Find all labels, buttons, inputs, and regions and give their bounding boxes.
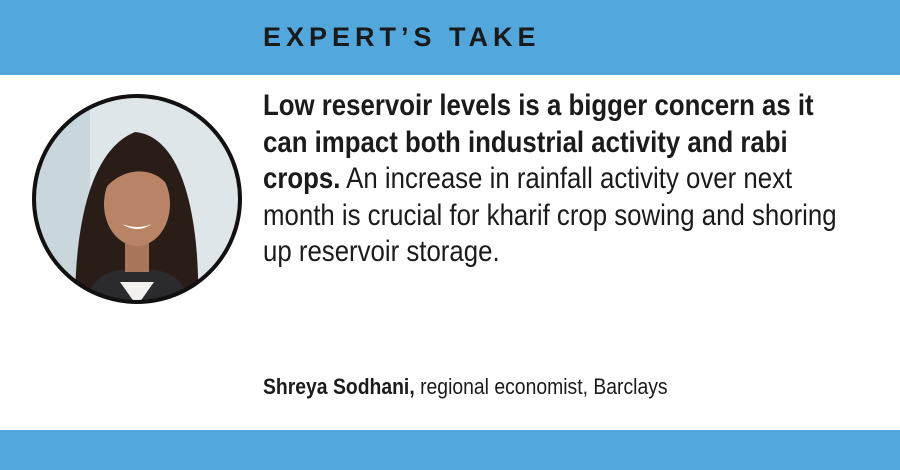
- quote-emphasis: Low reservoir levels is a bigger concern…: [263, 89, 814, 195]
- footer-band: [0, 430, 900, 470]
- header-band: EXPERT’S TAKE: [0, 0, 900, 75]
- portrait: [32, 94, 242, 304]
- quote: Low reservoir levels is a bigger concern…: [263, 88, 865, 271]
- attribution-role: regional economist, Barclays: [420, 374, 668, 399]
- header-title: EXPERT’S TAKE: [263, 22, 541, 52]
- attribution-name: Shreya Sodhani,: [263, 374, 415, 399]
- attribution: Shreya Sodhani, regional economist, Barc…: [263, 374, 879, 400]
- quote-text: An increase in rainfall activity over ne…: [263, 162, 837, 268]
